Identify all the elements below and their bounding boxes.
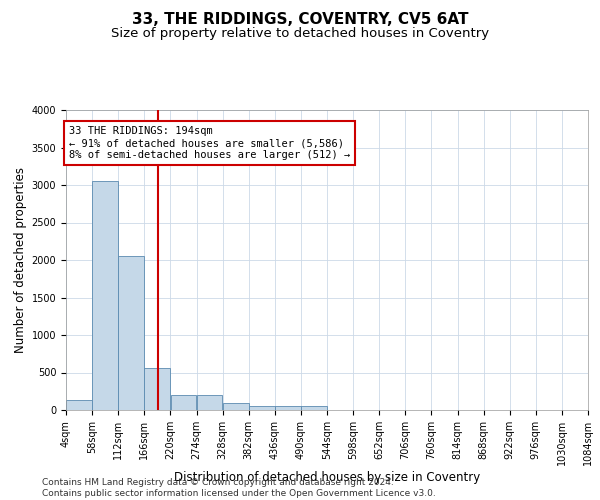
Text: 33, THE RIDDINGS, COVENTRY, CV5 6AT: 33, THE RIDDINGS, COVENTRY, CV5 6AT (132, 12, 468, 28)
Bar (66, 400, 92, 410)
Text: Size of property relative to detached houses in Coventry: Size of property relative to detached ho… (111, 28, 489, 40)
Text: 33 THE RIDDINGS: 194sqm
← 91% of detached houses are smaller (5,586)
8% of semi-: 33 THE RIDDINGS: 194sqm ← 91% of detache… (69, 126, 350, 160)
Bar (197, 395, 223, 410)
X-axis label: Distribution of detached houses by size in Coventry: Distribution of detached houses by size … (174, 470, 480, 484)
Bar (145, 368, 170, 410)
Bar (223, 403, 248, 410)
Bar (275, 406, 301, 410)
Text: Contains HM Land Registry data © Crown copyright and database right 2024.
Contai: Contains HM Land Registry data © Crown c… (42, 478, 436, 498)
Bar (301, 406, 327, 410)
Bar (249, 406, 275, 410)
Bar (170, 395, 196, 410)
Bar (118, 256, 144, 410)
Y-axis label: Number of detached properties: Number of detached properties (14, 167, 28, 353)
Bar (92, 180, 118, 410)
